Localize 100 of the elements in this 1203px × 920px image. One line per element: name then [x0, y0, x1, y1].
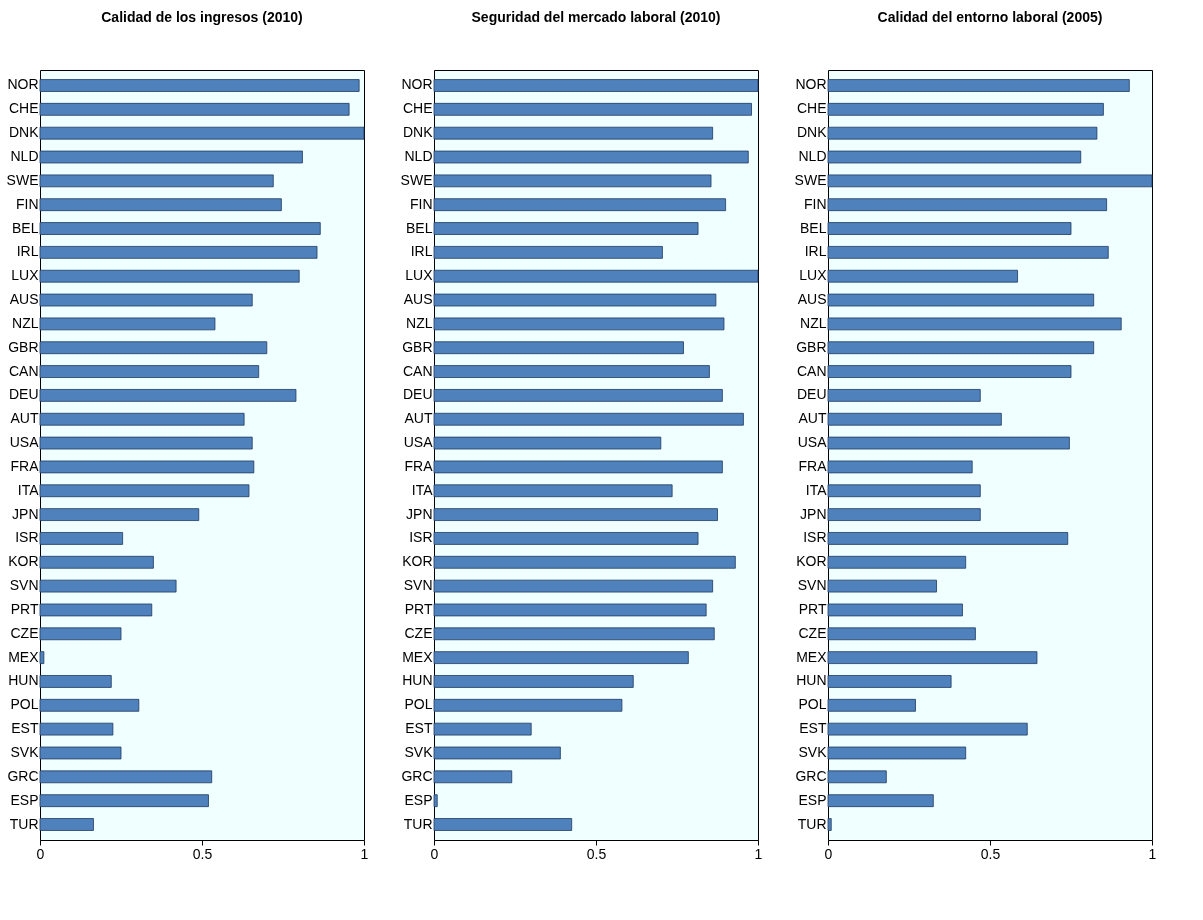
bar [39, 818, 94, 831]
y-tick-label: LUX [11, 267, 40, 284]
bar [433, 174, 712, 188]
y-tick-label: SVN [9, 577, 39, 594]
x-tick-label: 0.5 [980, 845, 1001, 862]
y-tick-label: PRT [798, 600, 827, 617]
x-tick-label: 0.5 [586, 845, 607, 862]
bar [827, 532, 1069, 545]
y-tick-label: FRA [10, 457, 40, 474]
bar [39, 389, 297, 402]
y-tick-label: ITA [805, 481, 828, 498]
bar [827, 555, 967, 569]
bar [433, 508, 718, 521]
bar [39, 698, 140, 712]
bar [39, 246, 318, 259]
chart-title: Seguridad del mercado laboral (2010) [471, 9, 721, 25]
bar [827, 675, 952, 688]
bar [827, 246, 1109, 259]
bar [827, 722, 1028, 736]
y-tick-label: EST [11, 720, 39, 737]
bar [39, 627, 122, 641]
y-tick-label: SVN [797, 577, 827, 594]
y-tick-label: ESP [10, 791, 39, 808]
y-tick-label: HUN [402, 672, 433, 689]
y-tick-label: SWE [6, 171, 39, 188]
x-tick-label: 0 [824, 845, 833, 862]
x-tick-label: 0.5 [192, 845, 213, 862]
bar [827, 341, 1095, 355]
bar [39, 579, 177, 593]
y-tick-label: SVK [404, 743, 434, 760]
bar [827, 293, 1095, 307]
y-tick-label: DNK [8, 124, 40, 141]
bar [39, 341, 268, 355]
y-tick-label: NLD [798, 148, 827, 165]
y-tick-label: TUR [797, 815, 827, 832]
y-tick-label: TUR [403, 815, 433, 832]
y-tick-label: KOR [796, 553, 827, 570]
y-tick-label: MEX [8, 648, 40, 665]
y-tick-label: BEL [12, 219, 39, 236]
bar [433, 317, 725, 331]
y-tick-label: CZE [10, 624, 39, 641]
y-tick-label: CZE [404, 624, 433, 641]
y-tick-label: ITA [17, 481, 40, 498]
bar [827, 746, 967, 760]
y-tick-label: AUS [403, 291, 433, 308]
x-tick-label: 0 [36, 845, 45, 862]
chart-title: Calidad del entorno laboral (2005) [877, 9, 1103, 25]
y-tick-label: FIN [803, 195, 827, 212]
y-tick-label: IRL [804, 243, 827, 260]
bar [433, 651, 689, 664]
y-tick-label: HUN [8, 672, 39, 689]
y-tick-label: FIN [409, 195, 433, 212]
y-tick-label: SVN [403, 577, 433, 594]
bar [433, 722, 532, 736]
y-tick-label: GRC [401, 767, 433, 784]
bar [39, 102, 350, 116]
y-tick-label: CAN [796, 362, 827, 379]
bar [39, 794, 209, 808]
y-tick-label: IRL [16, 243, 39, 260]
y-tick-label: ISR [803, 529, 827, 546]
y-tick-label: GRC [795, 767, 827, 784]
bar [827, 651, 1038, 664]
bar [433, 698, 623, 712]
bar [827, 198, 1108, 212]
y-tick-label: ISR [15, 529, 39, 546]
bar [827, 102, 1104, 116]
bar [39, 269, 300, 283]
y-tick-label: USA [797, 434, 828, 451]
y-tick-label: MEX [402, 648, 434, 665]
bar [39, 508, 200, 521]
bar [827, 794, 934, 808]
bar [433, 675, 634, 688]
bar [827, 79, 1130, 92]
y-tick-label: LUX [799, 267, 828, 284]
bar [433, 341, 684, 355]
bar [827, 770, 887, 784]
bar [827, 484, 981, 498]
y-tick-label: NZL [406, 314, 433, 331]
bar [433, 460, 723, 474]
bar [433, 246, 663, 259]
bar [39, 222, 321, 235]
y-tick-label: DNK [402, 124, 434, 141]
y-tick-label: SVK [798, 743, 828, 760]
y-tick-label: LUX [405, 267, 434, 284]
bar [827, 627, 976, 641]
y-tick-label: CAN [402, 362, 433, 379]
bar [827, 460, 973, 474]
bar [827, 150, 1082, 164]
bar [827, 698, 916, 712]
bar [433, 222, 699, 235]
bar [827, 508, 981, 521]
chart-title: Calidad de los ingresos (2010) [101, 9, 303, 25]
bar [433, 79, 759, 92]
bar [827, 389, 981, 402]
y-tick-label: CHE [8, 100, 39, 117]
bar [827, 579, 937, 593]
bar [39, 722, 114, 736]
bar [39, 651, 45, 664]
bar [827, 174, 1153, 188]
y-tick-label: EST [799, 720, 827, 737]
